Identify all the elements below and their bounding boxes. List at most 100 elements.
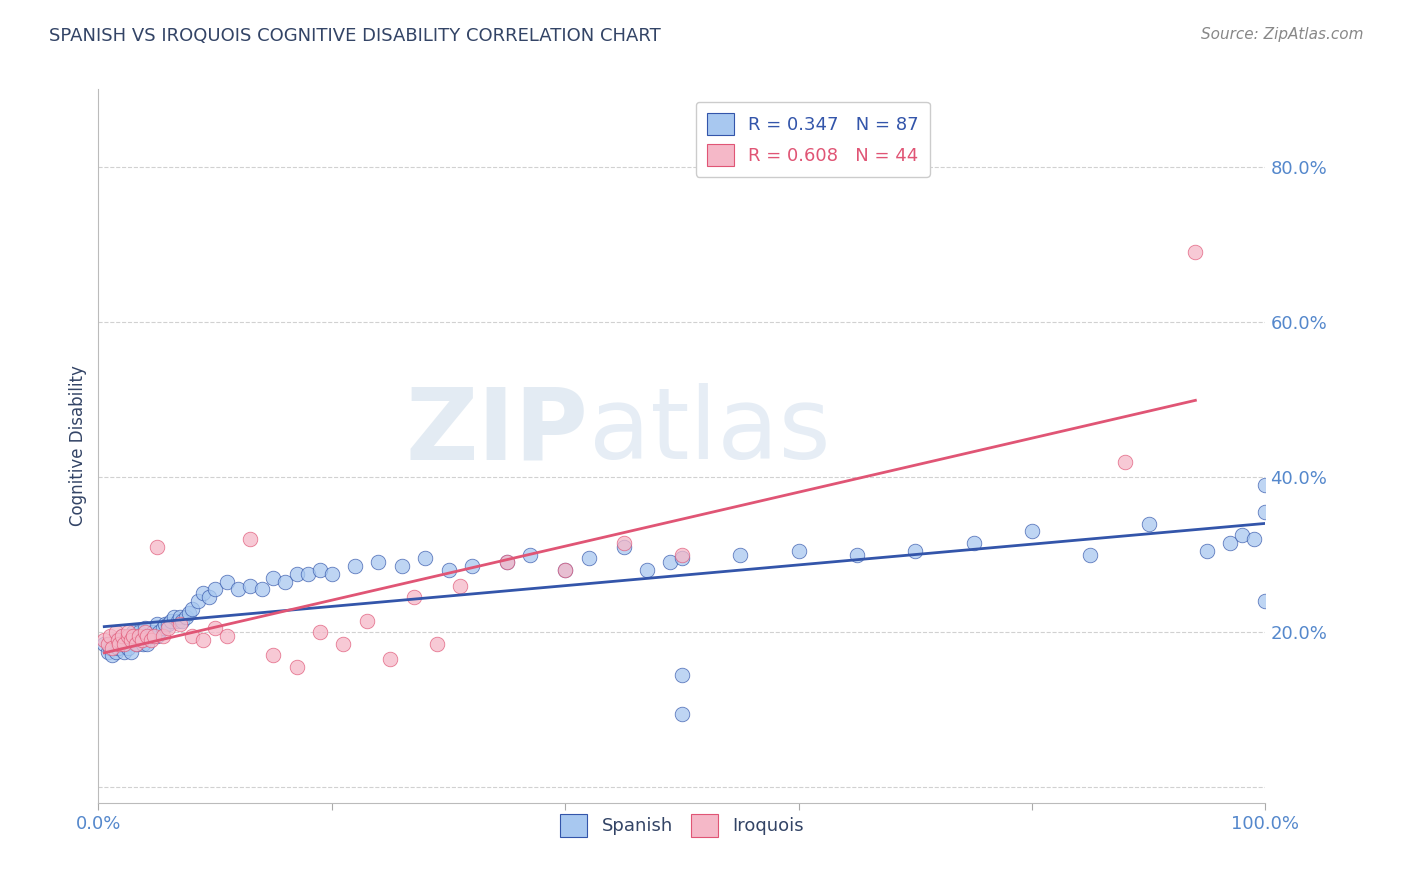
Point bbox=[215, 574, 238, 589]
Point bbox=[1254, 505, 1277, 519]
Point bbox=[274, 574, 297, 589]
Point bbox=[554, 563, 576, 577]
Point bbox=[101, 648, 124, 663]
Point bbox=[198, 591, 221, 605]
Point bbox=[321, 566, 343, 581]
Point bbox=[134, 625, 156, 640]
Point bbox=[172, 614, 194, 628]
Point bbox=[519, 548, 541, 562]
Point bbox=[367, 555, 389, 569]
Point bbox=[139, 632, 162, 647]
Point bbox=[187, 594, 209, 608]
Point bbox=[613, 540, 636, 554]
Point bbox=[163, 609, 186, 624]
Point bbox=[98, 640, 121, 655]
Point bbox=[787, 543, 810, 558]
Point bbox=[111, 629, 134, 643]
Point bbox=[215, 629, 238, 643]
Point bbox=[297, 566, 319, 581]
Point bbox=[671, 668, 693, 682]
Point bbox=[131, 632, 153, 647]
Point bbox=[104, 644, 127, 658]
Point bbox=[120, 644, 142, 658]
Point bbox=[1254, 594, 1277, 608]
Point bbox=[93, 637, 115, 651]
Point bbox=[128, 625, 150, 640]
Point bbox=[152, 629, 174, 643]
Point bbox=[125, 637, 148, 651]
Point bbox=[1021, 524, 1043, 539]
Point bbox=[180, 629, 202, 643]
Point bbox=[413, 551, 436, 566]
Point bbox=[157, 617, 180, 632]
Point bbox=[134, 629, 156, 643]
Point bbox=[117, 637, 139, 651]
Point bbox=[118, 629, 141, 643]
Point bbox=[659, 555, 682, 569]
Point bbox=[179, 606, 201, 620]
Point bbox=[228, 582, 250, 597]
Text: ZIP: ZIP bbox=[406, 384, 589, 480]
Point bbox=[613, 536, 636, 550]
Point bbox=[146, 540, 169, 554]
Legend: Spanish, Iroquois: Spanish, Iroquois bbox=[553, 807, 811, 844]
Point bbox=[1254, 477, 1277, 491]
Point bbox=[204, 621, 226, 635]
Point bbox=[193, 586, 215, 600]
Point bbox=[496, 555, 519, 569]
Point bbox=[1195, 543, 1218, 558]
Point bbox=[391, 559, 413, 574]
Point bbox=[204, 582, 226, 597]
Point bbox=[132, 637, 155, 651]
Point bbox=[112, 632, 135, 647]
Point bbox=[139, 629, 162, 643]
Point bbox=[166, 614, 188, 628]
Point bbox=[117, 629, 139, 643]
Point bbox=[104, 632, 127, 647]
Point bbox=[125, 629, 148, 643]
Point bbox=[193, 632, 215, 647]
Point bbox=[332, 637, 354, 651]
Point bbox=[262, 648, 284, 663]
Point bbox=[356, 614, 378, 628]
Point bbox=[120, 632, 142, 647]
Point bbox=[169, 617, 191, 632]
Point bbox=[128, 629, 150, 643]
Point bbox=[107, 640, 129, 655]
Point bbox=[1219, 536, 1241, 550]
Point bbox=[142, 625, 165, 640]
Point bbox=[285, 566, 308, 581]
Point bbox=[134, 621, 156, 635]
Point bbox=[146, 629, 169, 643]
Point bbox=[636, 563, 658, 577]
Point bbox=[250, 582, 273, 597]
Text: SPANISH VS IROQUOIS COGNITIVE DISABILITY CORRELATION CHART: SPANISH VS IROQUOIS COGNITIVE DISABILITY… bbox=[49, 27, 661, 45]
Point bbox=[169, 609, 191, 624]
Point bbox=[125, 637, 148, 651]
Point bbox=[101, 640, 124, 655]
Point bbox=[146, 617, 169, 632]
Point bbox=[122, 632, 145, 647]
Point bbox=[262, 571, 284, 585]
Point bbox=[136, 629, 159, 643]
Point bbox=[108, 637, 131, 651]
Point bbox=[1230, 528, 1253, 542]
Point bbox=[152, 621, 174, 635]
Point bbox=[117, 640, 139, 655]
Point bbox=[730, 548, 752, 562]
Point bbox=[437, 563, 460, 577]
Point bbox=[108, 637, 131, 651]
Point bbox=[426, 637, 449, 651]
Point bbox=[461, 559, 484, 574]
Point bbox=[285, 660, 308, 674]
Point bbox=[174, 609, 197, 624]
Point bbox=[671, 551, 693, 566]
Point bbox=[97, 644, 120, 658]
Point bbox=[904, 543, 927, 558]
Point bbox=[122, 625, 145, 640]
Point bbox=[112, 637, 135, 651]
Point bbox=[97, 637, 120, 651]
Point bbox=[111, 629, 134, 643]
Point bbox=[1243, 532, 1265, 546]
Point bbox=[1114, 454, 1136, 468]
